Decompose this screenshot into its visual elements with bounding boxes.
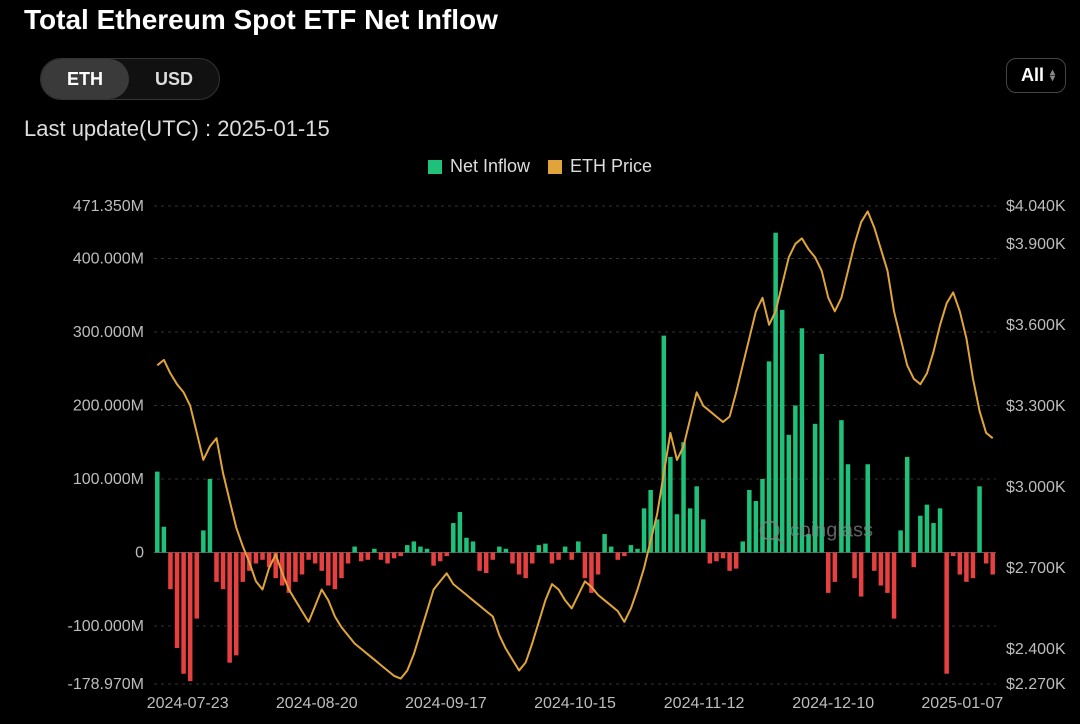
svg-text:2024-10-15: 2024-10-15: [534, 695, 616, 712]
svg-text:2024-07-23: 2024-07-23: [147, 695, 229, 712]
svg-text:$3.600K: $3.600K: [1006, 317, 1066, 334]
legend-eth-price[interactable]: ETH Price: [548, 156, 652, 177]
svg-text:2025-01-07: 2025-01-07: [921, 695, 1003, 712]
svg-text:2024-09-17: 2024-09-17: [405, 695, 487, 712]
svg-text:$2.700K: $2.700K: [1006, 560, 1066, 577]
page-title: Total Ethereum Spot ETF Net Inflow: [24, 4, 498, 36]
last-update: Last update(UTC) : 2025-01-15: [24, 116, 330, 142]
legend: Net Inflow ETH Price: [0, 156, 1080, 177]
svg-text:$2.400K: $2.400K: [1006, 641, 1066, 658]
svg-text:2024-12-10: 2024-12-10: [792, 695, 874, 712]
toggle-eth-button[interactable]: ETH: [41, 59, 129, 99]
chevron-updown-icon: ▴▾: [1050, 70, 1055, 82]
chart: -178.970M -100.000M 0 100.000M 200.000M 300.0…: [0, 190, 1080, 724]
svg-text:100.000M: 100.000M: [73, 471, 144, 488]
legend-net-inflow[interactable]: Net Inflow: [428, 156, 530, 177]
svg-text:200.000M: 200.000M: [73, 397, 144, 414]
svg-text:400.000M: 400.000M: [73, 250, 144, 267]
svg-text:-178.970M: -178.970M: [68, 676, 145, 693]
svg-text:coinglass: coinglass: [790, 519, 873, 541]
svg-text:$3.000K: $3.000K: [1006, 479, 1066, 496]
chart-svg: -178.970M -100.000M 0 100.000M 200.000M 300.0…: [0, 190, 1080, 724]
toggle-usd-button[interactable]: USD: [129, 59, 219, 99]
legend-swatch-netinflow: [428, 160, 442, 174]
svg-text:$2.270K: $2.270K: [1006, 676, 1066, 693]
svg-text:300.000M: 300.000M: [73, 324, 144, 341]
range-label: All: [1021, 65, 1044, 86]
range-selector[interactable]: All ▴▾: [1006, 58, 1066, 93]
svg-text:-100.000M: -100.000M: [68, 618, 145, 635]
svg-text:0: 0: [135, 544, 144, 561]
svg-text:$3.900K: $3.900K: [1006, 236, 1066, 253]
svg-text:$3.300K: $3.300K: [1006, 398, 1066, 415]
svg-text:2024-11-12: 2024-11-12: [664, 695, 745, 712]
svg-text:471.350M: 471.350M: [73, 198, 144, 215]
svg-text:$4.040K: $4.040K: [1006, 198, 1066, 215]
currency-toggle: ETH USD: [40, 58, 220, 100]
svg-text:2024-08-20: 2024-08-20: [276, 695, 358, 712]
legend-swatch-price: [548, 160, 562, 174]
